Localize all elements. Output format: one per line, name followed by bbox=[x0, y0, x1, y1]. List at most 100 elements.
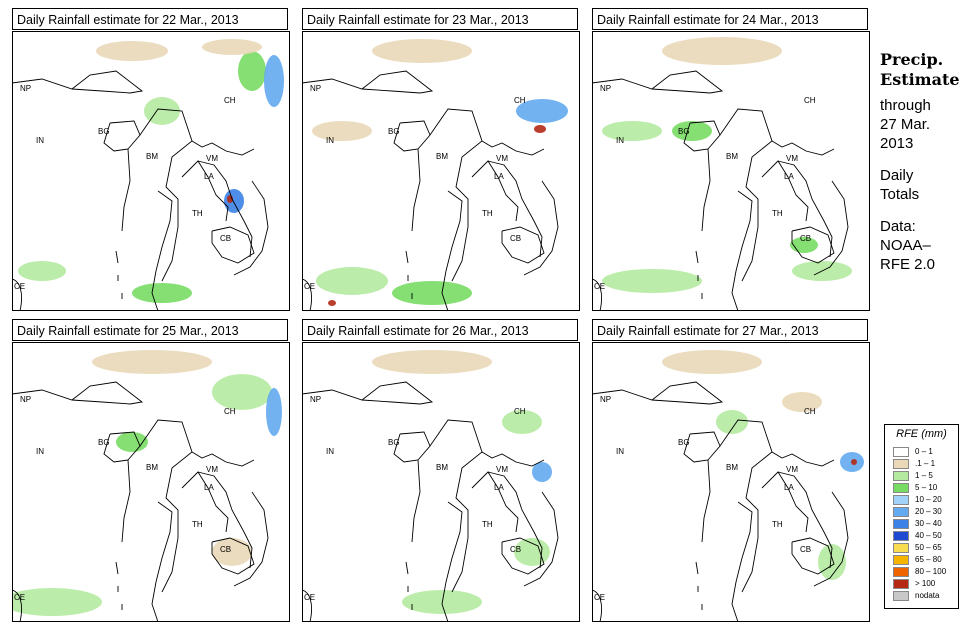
rainfall-area bbox=[312, 121, 372, 141]
country-border bbox=[211, 226, 255, 264]
country-border bbox=[115, 561, 123, 610]
country-label: TH bbox=[482, 209, 493, 218]
legend-swatch bbox=[893, 483, 909, 493]
country-label: LA bbox=[204, 172, 214, 181]
data-line3: RFE 2.0 bbox=[880, 256, 936, 273]
legend-swatch bbox=[893, 459, 909, 469]
rainfall-area bbox=[818, 544, 846, 580]
rainfall-area bbox=[144, 97, 180, 125]
side-info: Precip. Estimate through 27 Mar. 2013 Da… bbox=[880, 50, 965, 274]
country-border bbox=[592, 278, 603, 311]
country-border bbox=[411, 148, 421, 232]
country-border bbox=[121, 459, 131, 543]
country-border bbox=[761, 160, 809, 222]
rainfall-layer bbox=[662, 350, 864, 580]
country-border bbox=[592, 589, 603, 622]
data-line1: Data: bbox=[880, 218, 916, 235]
country-border bbox=[191, 451, 255, 467]
country-label: BG bbox=[388, 127, 400, 136]
country-border bbox=[771, 451, 835, 467]
country-border bbox=[777, 160, 833, 258]
legend-title: RFE (mm) bbox=[896, 428, 947, 440]
country-border bbox=[405, 561, 413, 610]
map-frame bbox=[302, 31, 580, 311]
country-label: NP bbox=[600, 84, 611, 93]
legend-swatch bbox=[893, 543, 909, 553]
country-border bbox=[651, 381, 724, 405]
country-border bbox=[139, 419, 193, 593]
map-svg: NP CH IN BG BM VM LA TH CB CE bbox=[12, 342, 290, 622]
country-label: VM bbox=[496, 154, 508, 163]
panel-title: Daily Rainfall estimate for 23 Mar., 201… bbox=[302, 8, 578, 30]
country-border bbox=[471, 471, 519, 533]
country-label: CH bbox=[804, 96, 816, 105]
map-svg: NP CH IN BG BM VM LA TH CB CE bbox=[302, 31, 580, 311]
legend-swatch bbox=[893, 579, 909, 589]
map-frame bbox=[592, 31, 870, 311]
country-label: IN bbox=[616, 136, 624, 145]
country-border bbox=[361, 381, 434, 405]
country-label: BM bbox=[146, 463, 158, 472]
legend-swatch bbox=[893, 507, 909, 517]
legend-swatch bbox=[893, 531, 909, 541]
rainfall-layer bbox=[602, 37, 852, 293]
legend-swatch bbox=[893, 567, 909, 577]
panel-title: Daily Rainfall estimate for 24 Mar., 201… bbox=[592, 8, 868, 30]
rainfall-area bbox=[716, 410, 748, 434]
country-border bbox=[771, 140, 835, 156]
legend-label: 65 – 80 bbox=[915, 555, 942, 564]
country-label: BM bbox=[436, 463, 448, 472]
country-label: CE bbox=[594, 282, 605, 291]
country-label: VM bbox=[786, 465, 798, 474]
country-label: BG bbox=[678, 127, 690, 136]
country-label: NP bbox=[600, 395, 611, 404]
rainfall-area bbox=[224, 189, 244, 213]
rainfall-area bbox=[851, 459, 857, 465]
country-border bbox=[191, 140, 255, 156]
map-frame bbox=[592, 342, 870, 622]
rainfall-area bbox=[532, 462, 552, 482]
country-border bbox=[651, 70, 724, 94]
country-border bbox=[731, 190, 753, 311]
panel-title: Daily Rainfall estimate for 25 Mar., 201… bbox=[12, 319, 288, 341]
country-border bbox=[501, 537, 545, 575]
country-border bbox=[139, 108, 193, 282]
country-label: CB bbox=[800, 545, 811, 554]
rainfall-area bbox=[18, 261, 66, 281]
legend-label: 40 – 50 bbox=[915, 531, 942, 540]
legend-item: 50 – 65 bbox=[893, 543, 957, 554]
country-label: IN bbox=[36, 136, 44, 145]
rainfall-map-26: NP CH IN BG BM VM LA TH CB CE bbox=[302, 342, 580, 622]
country-label: CH bbox=[514, 407, 526, 416]
country-border bbox=[197, 160, 253, 258]
country-border bbox=[731, 501, 753, 622]
country-label: TH bbox=[482, 520, 493, 529]
country-border bbox=[302, 589, 313, 622]
country-label: LA bbox=[784, 483, 794, 492]
country-border bbox=[12, 589, 23, 622]
country-label: NP bbox=[310, 395, 321, 404]
rainfall-area bbox=[212, 374, 272, 410]
country-border bbox=[683, 431, 721, 463]
country-border bbox=[151, 501, 173, 622]
legend-item: .1 – 1 bbox=[893, 459, 957, 470]
country-label: BM bbox=[146, 152, 158, 161]
country-label: LA bbox=[204, 483, 214, 492]
rainfall-layer bbox=[312, 39, 568, 306]
rainfall-area bbox=[238, 51, 266, 91]
country-border bbox=[121, 148, 131, 232]
map-svg: NP CH IN BG BM VM LA TH CB CE bbox=[592, 342, 870, 622]
rainfall-map-24: NP CH IN BG BM VM LA TH CB CE bbox=[592, 31, 870, 311]
legend-item: nodata bbox=[893, 591, 957, 602]
legend-label: 10 – 20 bbox=[915, 495, 942, 504]
rainfall-map-25: NP CH IN BG BM VM LA TH CB CE bbox=[12, 342, 290, 622]
map-frame bbox=[12, 31, 290, 311]
country-border bbox=[393, 120, 431, 152]
country-label: BG bbox=[98, 127, 110, 136]
country-border bbox=[302, 278, 313, 311]
country-border bbox=[361, 70, 434, 94]
country-border bbox=[813, 491, 849, 587]
legend-swatch bbox=[893, 519, 909, 529]
country-label: VM bbox=[206, 154, 218, 163]
rainfall-area bbox=[662, 37, 782, 65]
